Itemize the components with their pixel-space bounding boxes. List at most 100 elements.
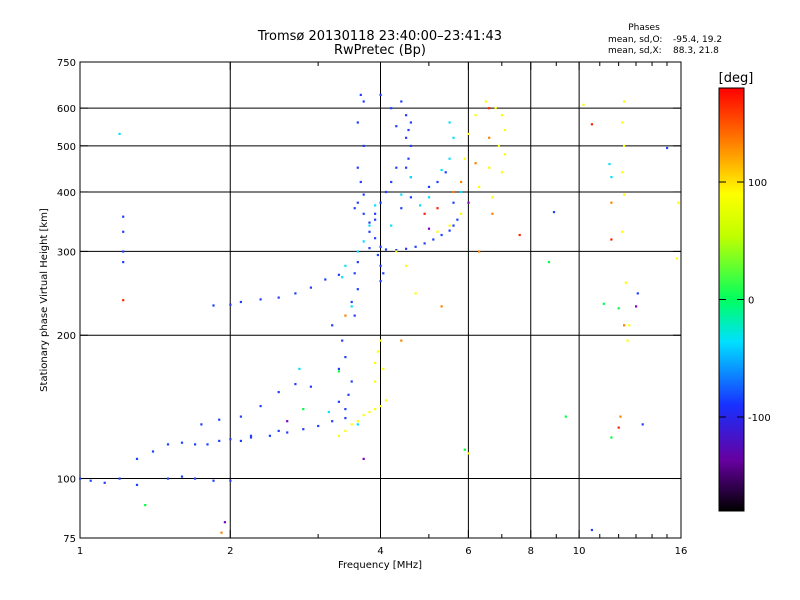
data-point (89, 479, 92, 482)
data-point (356, 250, 359, 253)
data-point (356, 420, 359, 423)
data-point (582, 103, 585, 106)
data-point (337, 434, 340, 437)
data-point (350, 305, 353, 308)
data-point (212, 304, 215, 307)
data-point (400, 207, 403, 210)
data-point (666, 146, 669, 150)
data-point (118, 132, 121, 135)
data-point (239, 439, 242, 442)
data-point (337, 273, 340, 276)
data-point (619, 415, 622, 418)
data-point (374, 408, 377, 411)
data-point (384, 190, 388, 194)
phase-stats-title: Phases (628, 23, 660, 33)
data-point (409, 176, 412, 179)
data-point (135, 457, 139, 460)
data-point (624, 281, 627, 284)
data-point (623, 193, 626, 196)
data-point (362, 414, 365, 417)
data-point (452, 201, 455, 204)
data-point (356, 121, 359, 124)
chart-subtitle: RwPretec (Bp) (334, 43, 426, 58)
data-point (444, 171, 447, 174)
data-point (180, 441, 184, 444)
y-tick-label: 300 (57, 247, 76, 258)
data-point (376, 350, 379, 353)
data-point (395, 250, 398, 253)
y-tick-label: 100 (57, 475, 76, 486)
x-tick-label: 1 (77, 546, 83, 557)
data-point (427, 185, 431, 188)
data-point (356, 261, 359, 264)
data-point (239, 415, 242, 418)
data-point (448, 157, 451, 160)
data-point (379, 264, 382, 267)
data-point (474, 114, 477, 117)
data-point (331, 324, 334, 327)
data-point (436, 180, 439, 184)
chart-title: Tromsø 20130118 23:40:00–23:41:43 (257, 29, 502, 44)
data-point (239, 300, 242, 304)
data-point (405, 264, 408, 267)
data-point (118, 477, 121, 480)
data-point (374, 237, 377, 240)
data-point (324, 278, 327, 281)
data-point (350, 380, 353, 383)
data-point (488, 166, 491, 169)
y-tick-label: 750 (57, 58, 76, 69)
data-point (374, 204, 377, 207)
data-point (440, 233, 443, 237)
data-point (564, 415, 567, 418)
data-point (344, 314, 347, 317)
data-point (405, 114, 408, 117)
x-tick-label: 16 (675, 546, 688, 557)
data-point (344, 417, 347, 420)
data-point (379, 245, 382, 248)
data-point (636, 292, 639, 295)
data-point (409, 144, 412, 147)
data-point (503, 153, 507, 156)
data-point (500, 114, 503, 117)
data-point (344, 264, 347, 267)
data-point (122, 250, 125, 253)
data-point (294, 292, 297, 295)
y-tick-label: 400 (57, 188, 76, 199)
data-point (628, 324, 631, 327)
data-point (384, 399, 388, 402)
data-point (353, 272, 356, 275)
data-point (497, 144, 500, 147)
data-point (390, 180, 393, 184)
data-points (79, 93, 680, 534)
data-point (122, 215, 125, 218)
data-point (478, 185, 481, 188)
data-point (379, 93, 382, 96)
phase-o-values: -95.4, 19.2 (673, 35, 722, 45)
data-point (407, 157, 410, 160)
data-point (166, 443, 170, 446)
data-point (368, 224, 371, 227)
data-point (414, 292, 417, 295)
data-point (623, 144, 626, 147)
y-tick-label: 600 (57, 104, 76, 115)
data-point (547, 261, 551, 264)
data-point (460, 180, 463, 184)
axis-ticks (79, 61, 682, 539)
data-point (359, 180, 362, 184)
data-point (229, 479, 232, 482)
x-tick-label: 2 (227, 546, 233, 557)
data-point (621, 230, 624, 233)
data-point (379, 201, 382, 204)
data-point (286, 431, 289, 434)
data-point (309, 385, 312, 388)
phase-x-values: 88.3, 21.8 (673, 46, 719, 56)
data-point (135, 483, 139, 486)
data-point (122, 261, 125, 264)
data-point (194, 477, 197, 480)
data-point (409, 121, 412, 124)
data-point (218, 439, 221, 442)
data-point (405, 247, 408, 250)
data-point (423, 242, 426, 245)
data-point (341, 339, 344, 342)
